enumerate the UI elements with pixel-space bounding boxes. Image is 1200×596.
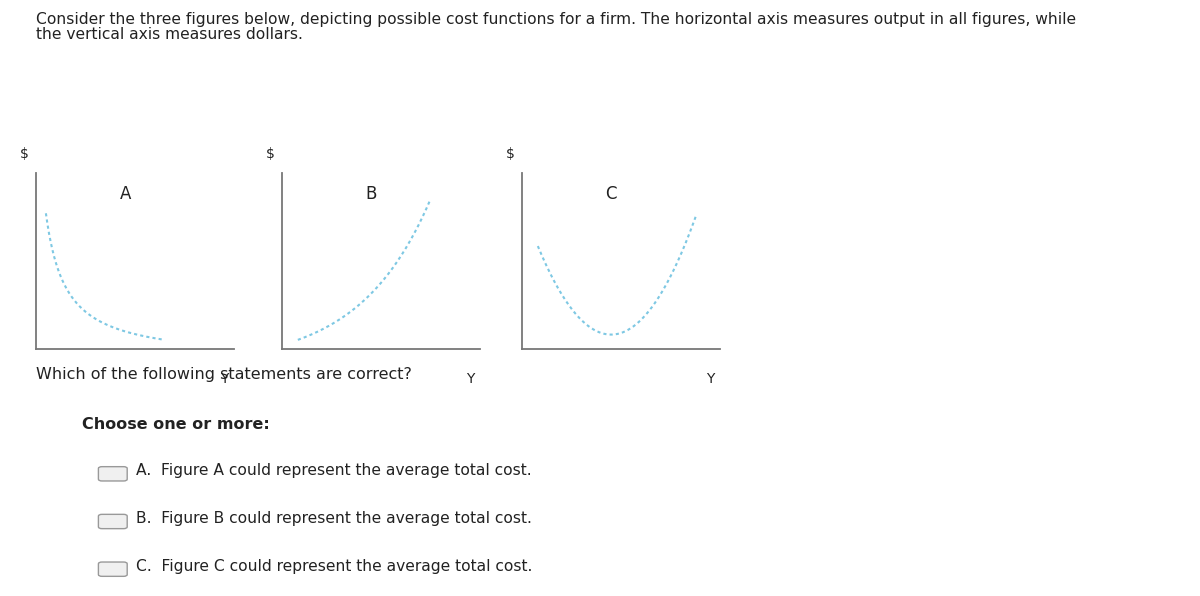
Text: Y: Y: [706, 371, 714, 386]
Text: the vertical axis measures dollars.: the vertical axis measures dollars.: [36, 27, 302, 42]
FancyBboxPatch shape: [98, 467, 127, 481]
Text: Y: Y: [220, 371, 228, 386]
Text: Y: Y: [466, 371, 474, 386]
Text: B.  Figure B could represent the average total cost.: B. Figure B could represent the average …: [136, 511, 532, 526]
Text: A.  Figure A could represent the average total cost.: A. Figure A could represent the average …: [136, 463, 532, 479]
FancyBboxPatch shape: [98, 562, 127, 576]
Text: Choose one or more:: Choose one or more:: [82, 417, 269, 432]
Text: B: B: [366, 185, 377, 203]
FancyBboxPatch shape: [98, 514, 127, 529]
Text: Which of the following statements are correct?: Which of the following statements are co…: [36, 367, 412, 381]
Text: $: $: [19, 147, 29, 160]
Text: Consider the three figures below, depicting possible cost functions for a firm. : Consider the three figures below, depict…: [36, 12, 1076, 27]
Text: $: $: [505, 147, 515, 160]
Text: A: A: [120, 185, 131, 203]
Text: C: C: [605, 185, 617, 203]
Text: C.  Figure C could represent the average total cost.: C. Figure C could represent the average …: [136, 558, 532, 574]
Text: $: $: [265, 147, 275, 160]
